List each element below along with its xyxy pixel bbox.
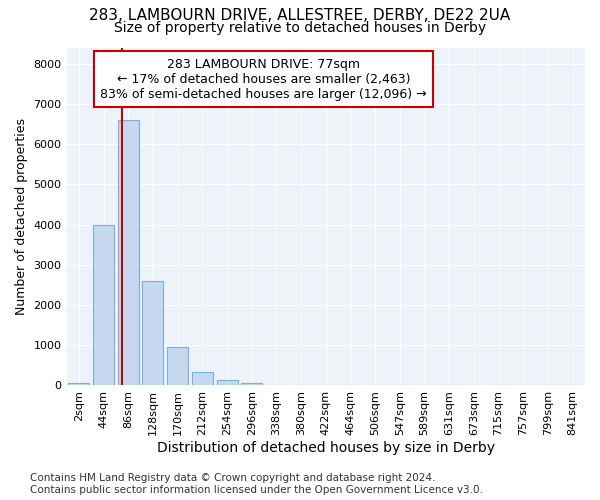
Text: 283 LAMBOURN DRIVE: 77sqm
← 17% of detached houses are smaller (2,463)
83% of se: 283 LAMBOURN DRIVE: 77sqm ← 17% of detac… (100, 58, 427, 100)
Bar (217, 380, 238, 386)
Bar (93, 224, 114, 386)
Text: Contains HM Land Registry data © Crown copyright and database right 2024.
Contai: Contains HM Land Registry data © Crown c… (30, 474, 483, 495)
Bar (167, 347, 188, 386)
Bar (68, 384, 89, 386)
Bar (142, 281, 163, 386)
X-axis label: Distribution of detached houses by size in Derby: Distribution of detached houses by size … (157, 441, 495, 455)
Bar (118, 120, 139, 386)
Text: 283, LAMBOURN DRIVE, ALLESTREE, DERBY, DE22 2UA: 283, LAMBOURN DRIVE, ALLESTREE, DERBY, D… (89, 8, 511, 22)
Bar (192, 372, 213, 386)
Y-axis label: Number of detached properties: Number of detached properties (15, 118, 28, 315)
Bar (241, 384, 262, 386)
Text: Size of property relative to detached houses in Derby: Size of property relative to detached ho… (114, 21, 486, 35)
